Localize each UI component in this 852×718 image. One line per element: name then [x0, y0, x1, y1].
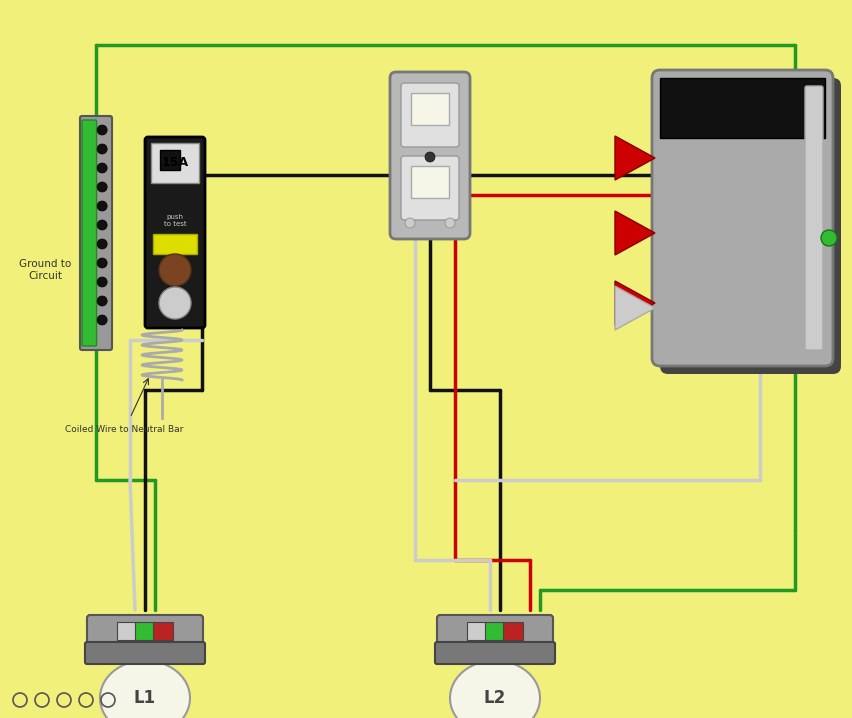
- Polygon shape: [614, 286, 654, 330]
- FancyBboxPatch shape: [87, 615, 203, 649]
- Text: L2: L2: [483, 689, 505, 707]
- FancyBboxPatch shape: [85, 642, 204, 664]
- FancyBboxPatch shape: [411, 166, 448, 198]
- Text: Ground to
Circuit: Ground to Circuit: [19, 259, 71, 281]
- FancyBboxPatch shape: [153, 622, 173, 640]
- FancyBboxPatch shape: [160, 150, 180, 170]
- FancyBboxPatch shape: [389, 72, 469, 239]
- Polygon shape: [614, 281, 654, 325]
- FancyBboxPatch shape: [503, 622, 522, 640]
- Polygon shape: [614, 136, 654, 180]
- FancyBboxPatch shape: [400, 156, 458, 220]
- FancyBboxPatch shape: [485, 622, 504, 640]
- Polygon shape: [614, 211, 654, 255]
- FancyBboxPatch shape: [804, 86, 822, 350]
- Circle shape: [424, 152, 435, 162]
- Circle shape: [97, 144, 107, 154]
- Circle shape: [405, 218, 415, 228]
- FancyBboxPatch shape: [145, 137, 204, 328]
- FancyBboxPatch shape: [659, 78, 840, 374]
- Text: push
to test: push to test: [164, 213, 186, 226]
- Circle shape: [158, 254, 191, 286]
- Circle shape: [97, 163, 107, 173]
- FancyBboxPatch shape: [411, 93, 448, 125]
- Circle shape: [97, 239, 107, 249]
- Text: Coiled Wire to Neutral Bar: Coiled Wire to Neutral Bar: [65, 426, 183, 434]
- Circle shape: [97, 220, 107, 230]
- Circle shape: [97, 315, 107, 325]
- FancyBboxPatch shape: [153, 234, 197, 254]
- FancyBboxPatch shape: [400, 83, 458, 147]
- FancyBboxPatch shape: [659, 78, 824, 138]
- Text: 15A: 15A: [161, 157, 188, 169]
- Ellipse shape: [100, 661, 190, 718]
- Circle shape: [445, 218, 454, 228]
- FancyBboxPatch shape: [117, 622, 137, 640]
- FancyBboxPatch shape: [435, 642, 555, 664]
- FancyBboxPatch shape: [135, 622, 155, 640]
- Text: L1: L1: [134, 689, 156, 707]
- Circle shape: [97, 277, 107, 287]
- Circle shape: [97, 258, 107, 268]
- Circle shape: [97, 201, 107, 211]
- FancyBboxPatch shape: [466, 622, 486, 640]
- FancyBboxPatch shape: [80, 116, 112, 350]
- Circle shape: [97, 182, 107, 192]
- Circle shape: [820, 230, 836, 246]
- Circle shape: [97, 125, 107, 135]
- Circle shape: [97, 296, 107, 306]
- Ellipse shape: [450, 661, 539, 718]
- FancyBboxPatch shape: [436, 615, 552, 649]
- FancyBboxPatch shape: [151, 143, 199, 183]
- FancyBboxPatch shape: [82, 120, 96, 346]
- Circle shape: [158, 287, 191, 319]
- FancyBboxPatch shape: [651, 70, 832, 366]
